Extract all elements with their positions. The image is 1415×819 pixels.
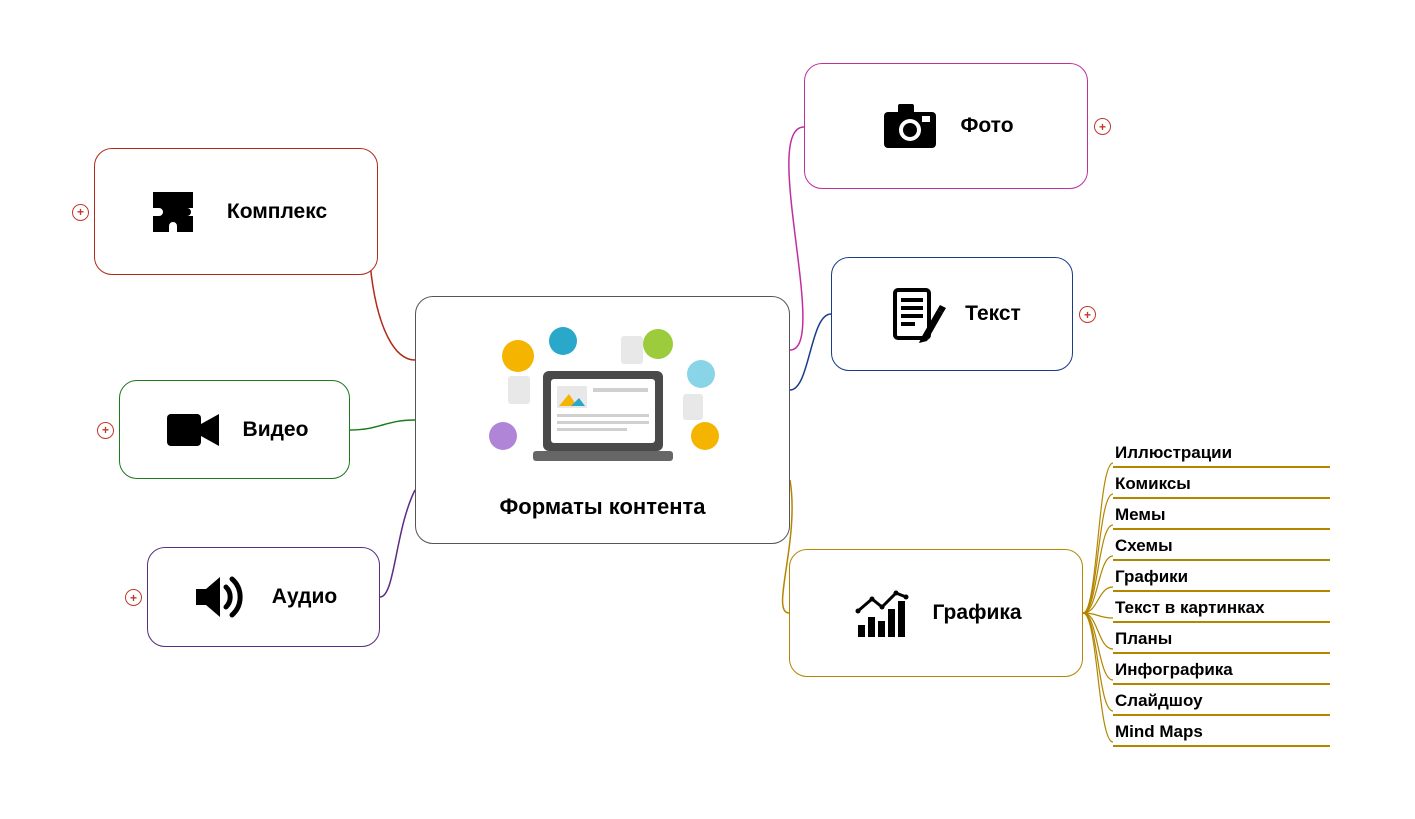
node-label: Текст bbox=[965, 302, 1021, 326]
expand-button[interactable]: + bbox=[97, 422, 114, 439]
node-video[interactable]: Видео bbox=[119, 380, 350, 479]
center-node[interactable]: Форматы контента bbox=[415, 296, 790, 544]
leaf-item[interactable]: Инфографика bbox=[1113, 658, 1330, 685]
leaf-item[interactable]: Mind Maps bbox=[1113, 720, 1330, 747]
center-label: Форматы контента bbox=[499, 494, 705, 520]
camera-icon bbox=[878, 94, 942, 158]
leaf-item[interactable]: Слайдшоу bbox=[1113, 689, 1330, 716]
node-audio[interactable]: Аудио bbox=[147, 547, 380, 647]
expand-button[interactable]: + bbox=[1094, 118, 1111, 135]
leaf-item[interactable]: Мемы bbox=[1113, 503, 1330, 530]
node-label: Фото bbox=[960, 114, 1013, 138]
node-label: Видео bbox=[243, 418, 309, 442]
puzzle-icon bbox=[145, 180, 209, 244]
node-text[interactable]: Текст bbox=[831, 257, 1073, 371]
leaf-item[interactable]: Текст в картинках bbox=[1113, 596, 1330, 623]
node-graphic[interactable]: Графика bbox=[789, 549, 1083, 677]
leaf-item[interactable]: Планы bbox=[1113, 627, 1330, 654]
leaf-item[interactable]: Комиксы bbox=[1113, 472, 1330, 499]
leaf-item[interactable]: Схемы bbox=[1113, 534, 1330, 561]
mindmap-canvas: Форматы контента Комплекс + Видео + Аудио + Фо… bbox=[0, 0, 1415, 819]
expand-button[interactable]: + bbox=[1079, 306, 1096, 323]
notepad-icon bbox=[883, 282, 947, 346]
node-complex[interactable]: Комплекс bbox=[94, 148, 378, 275]
speaker-icon bbox=[190, 565, 254, 629]
video-icon bbox=[161, 398, 225, 462]
center-illustration bbox=[473, 316, 733, 486]
node-label: Комплекс bbox=[227, 200, 327, 224]
leaf-item[interactable]: Иллюстрации bbox=[1113, 441, 1330, 468]
expand-button[interactable]: + bbox=[125, 589, 142, 606]
node-label: Аудио bbox=[272, 585, 337, 609]
chart-icon bbox=[850, 581, 914, 645]
node-label: Графика bbox=[932, 601, 1021, 625]
expand-button[interactable]: + bbox=[72, 204, 89, 221]
node-photo[interactable]: Фото bbox=[804, 63, 1088, 189]
leaf-item[interactable]: Графики bbox=[1113, 565, 1330, 592]
